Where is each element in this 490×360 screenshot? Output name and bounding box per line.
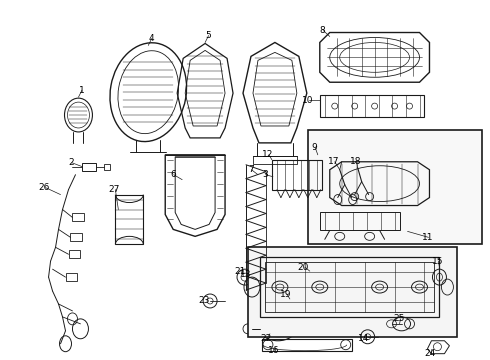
Text: 2: 2 <box>69 158 74 167</box>
Text: 22: 22 <box>260 334 271 343</box>
Text: 5: 5 <box>205 31 211 40</box>
Text: 1: 1 <box>78 86 84 95</box>
Bar <box>320 212 399 230</box>
Text: 13: 13 <box>240 270 251 279</box>
Bar <box>104 164 110 170</box>
Bar <box>66 273 77 281</box>
Bar <box>320 95 424 117</box>
Text: 4: 4 <box>148 34 154 43</box>
Text: 25: 25 <box>393 314 405 323</box>
Text: 27: 27 <box>108 185 120 194</box>
Bar <box>260 257 440 317</box>
Text: 15: 15 <box>432 257 443 266</box>
Bar <box>272 160 322 190</box>
Bar <box>262 339 352 351</box>
Text: 8: 8 <box>320 26 325 35</box>
Text: 20: 20 <box>298 263 309 272</box>
Text: 6: 6 <box>170 170 176 179</box>
Text: 24: 24 <box>424 349 436 358</box>
Text: 21: 21 <box>234 267 245 276</box>
Text: 17: 17 <box>328 157 339 166</box>
Text: 18: 18 <box>350 157 361 166</box>
Text: 16: 16 <box>268 346 279 355</box>
Bar <box>71 233 82 241</box>
Bar <box>308 130 482 244</box>
Text: 10: 10 <box>302 96 313 105</box>
Text: 23: 23 <box>198 297 210 306</box>
Bar <box>253 156 297 164</box>
Text: 14: 14 <box>358 334 369 343</box>
Text: 9: 9 <box>312 143 318 152</box>
Text: 26: 26 <box>39 183 50 192</box>
Text: 12: 12 <box>262 150 273 159</box>
Bar <box>265 262 435 312</box>
Bar <box>248 247 457 337</box>
Bar <box>73 213 84 221</box>
Bar <box>82 163 97 171</box>
Text: 11: 11 <box>421 233 433 242</box>
Bar <box>115 195 143 244</box>
Text: 3: 3 <box>262 170 268 179</box>
Text: 7: 7 <box>248 165 254 174</box>
Bar <box>69 250 80 258</box>
Text: 19: 19 <box>280 289 292 298</box>
